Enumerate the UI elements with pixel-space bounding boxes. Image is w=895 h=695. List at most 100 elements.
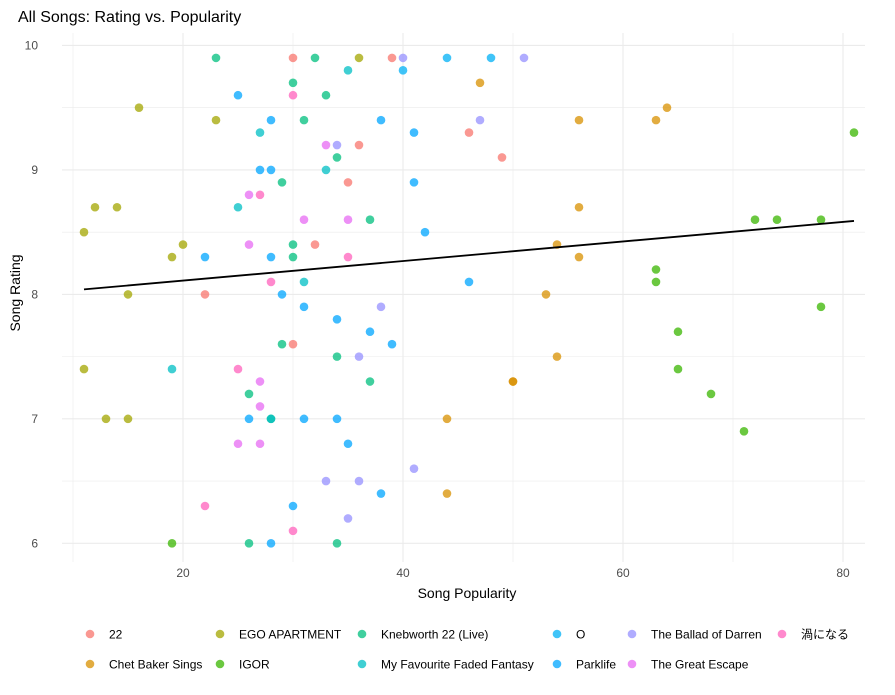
data-point (574, 252, 584, 262)
data-point (321, 476, 331, 486)
data-point (662, 103, 672, 112)
grid-lines (62, 33, 865, 562)
data-point (497, 153, 507, 162)
chart-title: All Songs: Rating vs. Popularity (18, 9, 241, 26)
data-point (211, 53, 221, 63)
y-tick-label: 9 (31, 163, 38, 177)
legend-item: Chet Baker Sings (85, 658, 202, 672)
legend-key (627, 629, 637, 639)
x-axis-label: Song Popularity (418, 585, 517, 601)
data-point (288, 526, 298, 536)
data-point (112, 202, 122, 212)
x-tick-label: 60 (616, 566, 630, 580)
legend-item: The Ballad of Darren (627, 628, 762, 642)
data-point (266, 252, 276, 262)
data-point (739, 427, 749, 436)
data-point (343, 514, 353, 523)
y-tick-label: 6 (31, 536, 38, 550)
data-point (299, 414, 309, 424)
data-point (442, 489, 452, 498)
data-point (321, 90, 331, 100)
data-point (354, 476, 364, 486)
data-point (409, 128, 419, 137)
legend-label: 渦になる (801, 627, 849, 642)
data-point (244, 414, 254, 424)
data-point (332, 539, 342, 548)
data-point (233, 90, 243, 100)
data-points (79, 53, 859, 548)
legend-item: IGOR (215, 658, 270, 672)
data-point (343, 178, 353, 187)
data-point (167, 252, 177, 262)
data-point (409, 464, 419, 473)
data-point (200, 290, 210, 299)
data-point (255, 165, 265, 175)
data-point (244, 539, 254, 548)
y-tick-label: 7 (31, 412, 38, 426)
data-point (508, 377, 518, 386)
data-point (244, 240, 254, 249)
data-point (255, 439, 265, 449)
data-point (343, 439, 353, 449)
legend-item: 渦になる (777, 627, 849, 642)
data-point (519, 53, 529, 63)
data-point (343, 252, 353, 262)
data-point (79, 227, 89, 237)
legend-label: EGO APARTMENT (239, 628, 342, 642)
data-point (288, 90, 298, 100)
data-point (79, 364, 89, 374)
data-point (574, 202, 584, 212)
data-point (475, 78, 485, 88)
data-point (376, 302, 386, 312)
y-tick-label: 8 (31, 287, 38, 301)
data-point (310, 240, 320, 249)
data-point (332, 140, 342, 150)
data-point (167, 539, 177, 548)
legend-label: The Great Escape (651, 658, 749, 672)
data-point (90, 202, 100, 212)
data-point (233, 439, 243, 449)
data-point (255, 377, 265, 386)
data-point (332, 414, 342, 424)
data-point (299, 302, 309, 312)
legend-key (215, 659, 225, 669)
legend-item: The Great Escape (627, 658, 749, 672)
data-point (277, 178, 287, 187)
data-point (255, 190, 265, 200)
data-point (409, 178, 419, 187)
data-point (365, 215, 375, 225)
legend-key (357, 629, 367, 639)
legend-key (85, 629, 95, 639)
data-point (816, 302, 826, 312)
legend-label: O (576, 628, 585, 642)
data-point (310, 53, 320, 63)
data-point (475, 115, 485, 125)
x-tick-label: 20 (176, 566, 190, 580)
data-point (233, 364, 243, 374)
data-point (376, 115, 386, 125)
legend-label: Knebworth 22 (Live) (381, 628, 488, 642)
data-point (266, 277, 276, 287)
data-point (574, 115, 584, 125)
data-point (376, 489, 386, 498)
legend-label: IGOR (239, 658, 270, 672)
data-point (387, 339, 397, 349)
data-point (343, 215, 353, 225)
data-point (321, 165, 331, 175)
data-point (288, 240, 298, 249)
y-axis-label: Song Rating (7, 254, 23, 331)
data-point (134, 103, 144, 112)
data-point (244, 190, 254, 200)
data-point (200, 252, 210, 262)
legend-label: Chet Baker Sings (109, 658, 202, 672)
data-point (266, 115, 276, 125)
data-point (332, 314, 342, 324)
data-point (354, 140, 364, 150)
data-point (365, 377, 375, 386)
data-point (321, 140, 331, 150)
data-point (541, 290, 551, 299)
data-point (398, 53, 408, 63)
data-point (299, 277, 309, 287)
